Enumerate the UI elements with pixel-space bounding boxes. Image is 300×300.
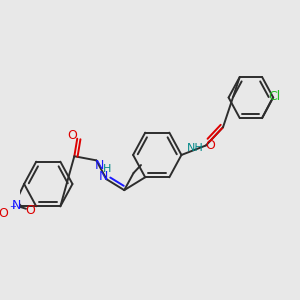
Text: O: O [0,207,9,220]
Text: N: N [94,159,104,172]
Text: +: + [10,202,16,211]
Text: Cl: Cl [268,90,280,103]
Text: O: O [205,139,215,152]
Text: ⁻: ⁻ [33,203,38,213]
Text: NH: NH [187,143,204,153]
Text: N: N [12,199,21,212]
Text: N: N [99,170,108,183]
Text: O: O [25,204,34,217]
Text: H: H [103,164,112,174]
Text: O: O [68,129,77,142]
